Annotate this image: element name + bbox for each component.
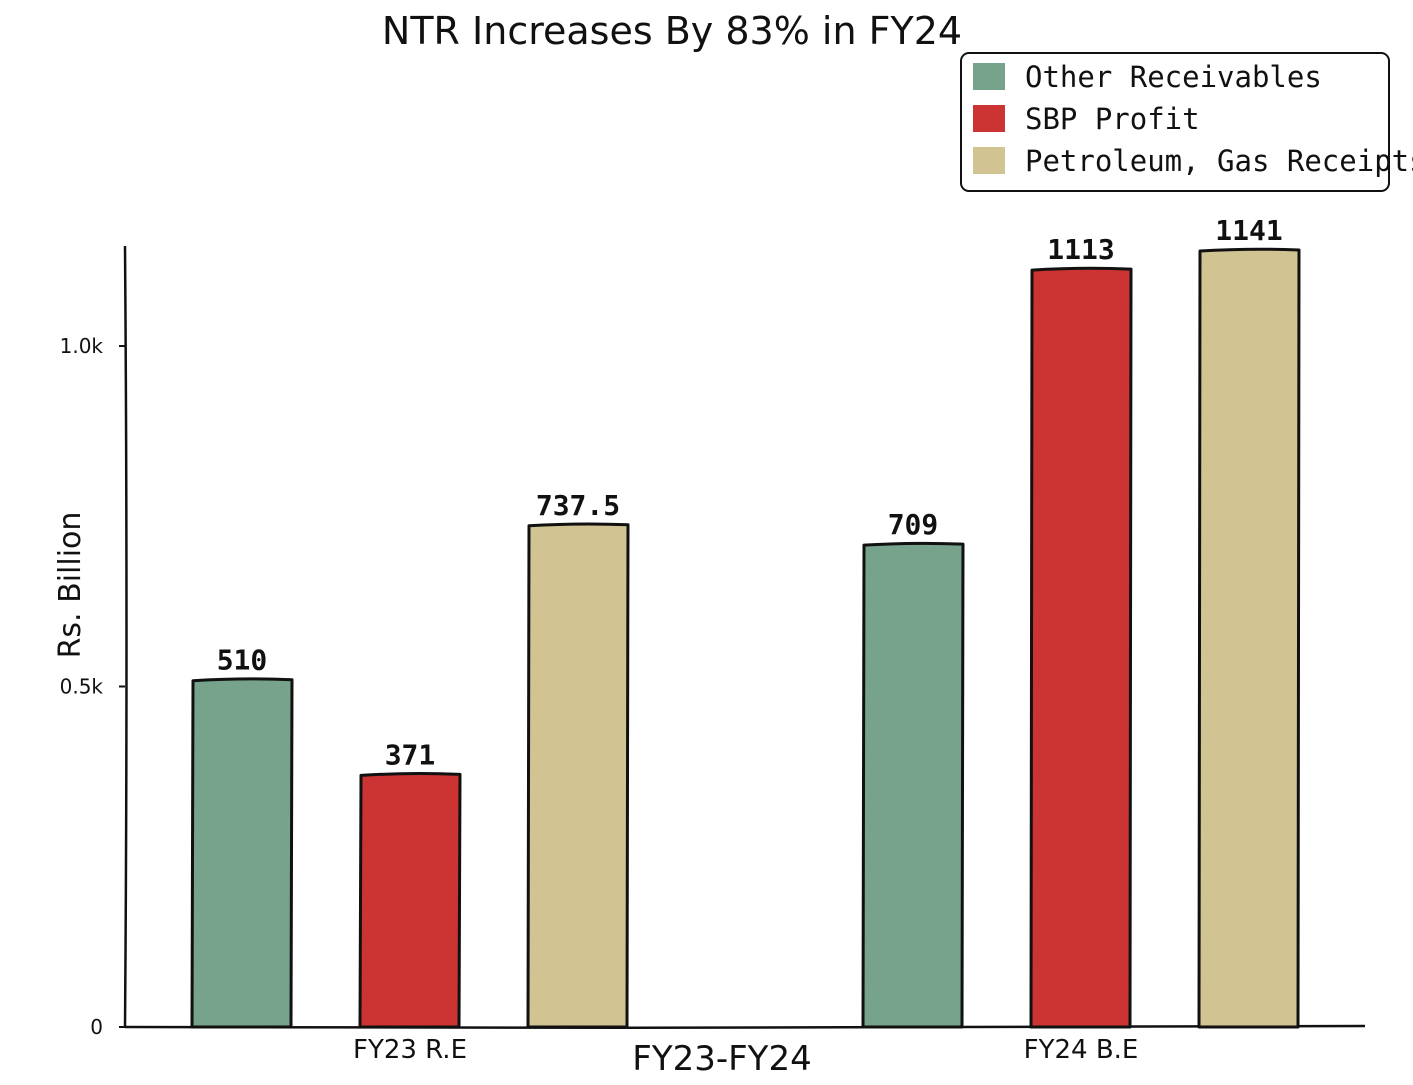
bar bbox=[1029, 266, 1133, 1029]
bar bbox=[526, 522, 630, 1029]
legend-swatch bbox=[973, 63, 1005, 90]
x-axis-label: FY23-FY24 bbox=[632, 1039, 811, 1079]
legend-label: Other Receivables bbox=[1025, 60, 1322, 94]
y-axis-label: Rs. Billion bbox=[53, 512, 88, 659]
data-label: 709 bbox=[888, 508, 939, 541]
legend: Other Receivables SBP Profit Petroleum, Ga… bbox=[960, 52, 1413, 192]
legend-swatch bbox=[973, 105, 1005, 132]
bars bbox=[190, 247, 1301, 1029]
x-tick-label: FY24 B.E bbox=[1024, 1035, 1139, 1065]
bar bbox=[1197, 247, 1301, 1029]
legend-swatch bbox=[973, 147, 1005, 174]
bar bbox=[190, 677, 294, 1029]
x-axis-line bbox=[124, 1024, 1366, 1030]
y-tick-label: 1.0k bbox=[60, 334, 104, 358]
data-label: 371 bbox=[385, 738, 436, 771]
axes: 0 0.5k 1.0k FY23 R.E FY24 B.E bbox=[60, 245, 1366, 1065]
data-label: 737.5 bbox=[536, 489, 620, 522]
bar bbox=[358, 772, 462, 1029]
y-tick-label: 0 bbox=[90, 1015, 103, 1039]
x-tick-label: FY23 R.E bbox=[353, 1035, 467, 1065]
data-label: 1141 bbox=[1215, 214, 1282, 247]
value-labels: 510 709 371 1113 737.5 1141 bbox=[217, 214, 1283, 771]
data-label: 510 bbox=[217, 644, 268, 677]
legend-label: SBP Profit bbox=[1025, 102, 1200, 136]
y-tick-label: 0.5k bbox=[60, 675, 104, 699]
y-axis-line bbox=[123, 245, 128, 1028]
data-label: 1113 bbox=[1047, 233, 1114, 266]
legend-box bbox=[960, 52, 1390, 192]
legend-label: Petroleum, Gas Receipts bbox=[1025, 144, 1413, 178]
bar bbox=[861, 541, 965, 1029]
chart-title: NTR Increases By 83% in FY24 bbox=[382, 9, 962, 53]
